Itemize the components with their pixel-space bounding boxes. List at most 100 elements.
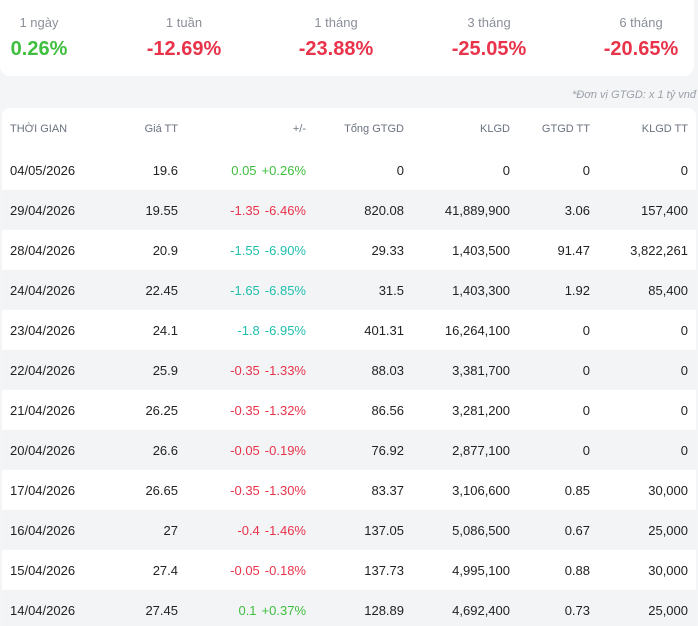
cell-deal-value: 3.06: [510, 190, 590, 230]
header-date: THỜI GIAN: [10, 123, 68, 135]
cell-change: -0.4 -1.46%: [178, 510, 306, 550]
change-absolute: -0.05: [230, 562, 260, 578]
cell-change: -0.05 -0.19%: [178, 430, 306, 470]
cell-deal-value: 1.92: [510, 270, 590, 310]
cell-change: -0.35 -1.32%: [178, 390, 306, 430]
table-row: 28/04/2026 20.9 -1.55 -6.90% 29.33 1,403,500 9…: [2, 230, 696, 270]
change-absolute: -1.55: [230, 242, 260, 258]
cell-total-value: 128.89: [306, 590, 404, 626]
change-percent: -1.30%: [264, 482, 306, 498]
cell-change: -1.55 -6.90%: [178, 230, 306, 270]
cell-total-value: 76.92: [306, 430, 404, 470]
cell-price: 25.9: [102, 350, 178, 390]
performance-item: 6 tháng -20.65%: [581, 0, 698, 60]
cell-volume: 4,995,100: [452, 562, 510, 578]
cell-change: -1.65 -6.85%: [178, 270, 306, 310]
performance-item: 1 tuần -12.69%: [124, 0, 244, 60]
change-percent: -1.46%: [264, 522, 306, 538]
table-row: 15/04/2026 27.4 -0.05 -0.18% 137.73 4,995,100…: [2, 550, 696, 590]
cell-deal-volume: 30,000: [648, 562, 688, 578]
change-percent: -1.32%: [264, 402, 306, 418]
cell-price: 26.25: [145, 402, 178, 418]
header-deal-value: GTGD TT: [541, 123, 590, 135]
cell-deal-volume: 3,822,261: [630, 242, 688, 258]
performance-period-label: 1 tuần: [165, 15, 203, 30]
cell-total-value: 31.5: [306, 270, 404, 310]
header-total-value: Tổng GTGD: [344, 123, 404, 135]
change-percent: -0.18%: [264, 562, 306, 578]
cell-date: 22/04/2026: [2, 350, 102, 390]
cell-change: 0.05 +0.26%: [178, 150, 306, 190]
cell-volume: 4,692,400: [404, 590, 510, 626]
price-history-table: THỜI GIAN Giá TT +/- Tổng GTGD KLGD GTGD…: [2, 108, 696, 626]
cell-deal-value: 0: [582, 402, 590, 418]
cell-price: 22.45: [102, 270, 178, 310]
cell-price: 27.45: [102, 590, 178, 626]
cell-total-value: 83.37: [371, 482, 404, 498]
table-row: 20/04/2026 26.6 -0.05 -0.19% 76.92 2,877,100 0…: [2, 430, 696, 470]
header-deal-volume: KLGD TT: [641, 123, 688, 135]
cell-volume: 41,889,900: [404, 190, 510, 230]
change-absolute: -0.35: [230, 402, 260, 418]
cell-change: -1.35 -6.46%: [178, 190, 306, 230]
performance-period-value: -23.88%: [298, 38, 374, 60]
cell-change: -1.8 -6.95%: [178, 310, 306, 350]
change-absolute: -1.65: [230, 282, 260, 298]
table-row: 16/04/2026 27 -0.4 -1.46% 137.05 5,086,500 0.6…: [2, 510, 696, 550]
change-absolute: -0.35: [230, 482, 260, 498]
cell-volume: 16,264,100: [444, 322, 510, 338]
cell-volume: 0: [502, 162, 510, 178]
cell-total-value: 820.08: [306, 190, 404, 230]
performance-item: 1 ngày 0.26%: [0, 0, 99, 60]
change-percent: -6.85%: [264, 282, 306, 298]
price-history-table-container: THỜI GIAN Giá TT +/- Tổng GTGD KLGD GTGD…: [2, 108, 696, 626]
table-row: 14/04/2026 27.45 0.1 +0.37% 128.89 4,692,400 0…: [2, 590, 696, 626]
change-percent: +0.26%: [261, 162, 306, 178]
cell-deal-value: 0.88: [564, 562, 590, 578]
cell-price: 19.55: [102, 190, 178, 230]
cell-deal-volume: 30,000: [648, 482, 688, 498]
cell-volume: 3,381,700: [404, 350, 510, 390]
header-change: +/-: [292, 123, 306, 135]
cell-total-value: 137.05: [306, 510, 404, 550]
performance-period-value: -20.65%: [603, 38, 679, 60]
table-row: 22/04/2026 25.9 -0.35 -1.33% 88.03 3,381,700 0…: [2, 350, 696, 390]
cell-total-value: 0: [396, 162, 404, 178]
cell-price: 24.1: [152, 322, 178, 338]
cell-date: 15/04/2026: [10, 562, 76, 578]
cell-deal-value: 0.67: [510, 510, 590, 550]
cell-deal-value: 0: [510, 350, 590, 390]
cell-date: 17/04/2026: [10, 482, 76, 498]
performance-item: 3 tháng -25.05%: [429, 0, 549, 60]
cell-price: 19.6: [152, 162, 178, 178]
cell-deal-value: 0.73: [510, 590, 590, 626]
cell-date: 16/04/2026: [2, 510, 102, 550]
cell-change: -0.05 -0.18%: [178, 550, 306, 590]
table-row: 29/04/2026 19.55 -1.35 -6.46% 820.08 41,889,9…: [2, 190, 696, 230]
cell-price: 27: [102, 510, 178, 550]
cell-date: 20/04/2026: [2, 430, 102, 470]
change-percent: -6.95%: [264, 322, 306, 338]
cell-total-value: 401.31: [364, 322, 404, 338]
change-percent: -1.33%: [264, 362, 306, 378]
performance-period-value: -25.05%: [451, 38, 527, 60]
cell-volume: 1,403,300: [404, 270, 510, 310]
cell-deal-volume: 25,000: [590, 590, 696, 626]
change-percent: -0.19%: [264, 442, 306, 458]
performance-period-label: 3 tháng: [467, 15, 511, 30]
header-price: Giá TT: [144, 123, 178, 135]
cell-deal-volume: 0: [680, 322, 688, 338]
cell-total-value: 29.33: [371, 242, 404, 258]
cell-volume: 1,403,500: [452, 242, 510, 258]
change-absolute: 0.05: [231, 162, 257, 178]
cell-deal-volume: 0: [590, 430, 696, 470]
change-absolute: -1.8: [237, 322, 260, 338]
cell-deal-value: 0: [510, 430, 590, 470]
cell-date: 24/04/2026: [2, 270, 102, 310]
cell-deal-value: 0: [582, 162, 590, 178]
cell-deal-value: 91.47: [557, 242, 590, 258]
performance-period-label: 1 tháng: [314, 15, 358, 30]
cell-deal-volume: 0: [590, 350, 696, 390]
cell-change: 0.1 +0.37%: [178, 590, 306, 626]
cell-volume: 2,877,100: [404, 430, 510, 470]
